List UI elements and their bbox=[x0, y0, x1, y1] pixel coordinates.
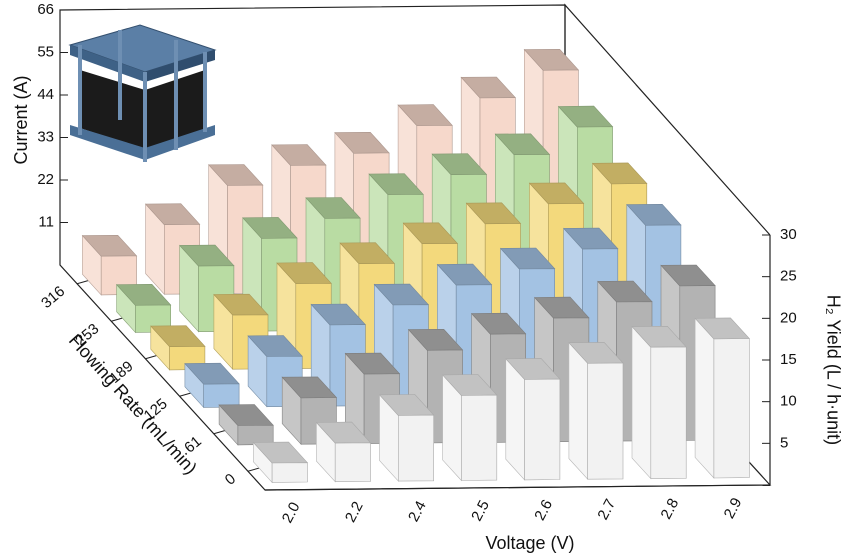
y2-tick-label: 25 bbox=[780, 268, 797, 285]
bar bbox=[694, 317, 750, 479]
x-tick-label: 2.8 bbox=[658, 496, 683, 522]
bar-front bbox=[524, 378, 561, 481]
y2-tick-label: 10 bbox=[780, 393, 797, 410]
y2-axis-title: H₂ Yield (L / h·unit) bbox=[823, 295, 843, 445]
y2-tick-label: 20 bbox=[780, 309, 797, 326]
y-tick-label: 66 bbox=[37, 1, 54, 18]
depth-tick-label: 316 bbox=[38, 283, 68, 312]
x-tick-label: 2.9 bbox=[721, 495, 746, 521]
y2-tick-label: 15 bbox=[780, 351, 797, 368]
x-axis-title: Voltage (V) bbox=[485, 533, 574, 553]
bar bbox=[218, 404, 274, 446]
bar-front bbox=[713, 338, 750, 479]
y-tick-label: 44 bbox=[37, 86, 54, 103]
bar bbox=[505, 358, 561, 481]
bar-front bbox=[271, 462, 308, 483]
bar-front bbox=[397, 414, 435, 482]
bar bbox=[315, 421, 372, 483]
bars bbox=[81, 48, 750, 484]
x-tick-label: 2.4 bbox=[405, 498, 430, 524]
x-tick-label: 2.2 bbox=[342, 499, 367, 525]
y2-tick-label: 5 bbox=[780, 434, 788, 451]
bar-front bbox=[650, 346, 687, 479]
floor-front bbox=[264, 484, 771, 491]
bar bbox=[344, 352, 401, 445]
x-tick-label: 2.0 bbox=[279, 499, 304, 525]
x-tick-label: 2.5 bbox=[468, 498, 493, 524]
bar-side bbox=[568, 341, 589, 480]
bar bbox=[568, 341, 624, 480]
x-tick-label: 2.7 bbox=[594, 496, 619, 522]
y-tick-label: 33 bbox=[37, 128, 54, 145]
bar bbox=[441, 374, 498, 482]
bar-front bbox=[461, 394, 498, 481]
y2-tick-label: 30 bbox=[780, 226, 797, 243]
bar bbox=[184, 362, 240, 409]
inset-stack bbox=[68, 24, 217, 162]
depth-tick-label: 0 bbox=[222, 470, 239, 488]
y-tick-label: 55 bbox=[37, 43, 54, 60]
bar-side bbox=[631, 325, 652, 480]
y-tick-label: 22 bbox=[37, 171, 54, 188]
bar bbox=[252, 441, 309, 484]
bar bbox=[378, 394, 435, 482]
x-tick-label: 2.6 bbox=[531, 497, 556, 523]
bar-front bbox=[587, 362, 624, 480]
bar-front bbox=[237, 424, 274, 446]
y-axis-title: Current (A) bbox=[11, 75, 31, 164]
bar bbox=[631, 325, 687, 480]
bar-front bbox=[203, 383, 240, 408]
bar-front bbox=[334, 442, 371, 483]
bar-side bbox=[505, 358, 525, 481]
bar-side bbox=[694, 317, 715, 479]
y-tick-label: 11 bbox=[38, 213, 54, 230]
